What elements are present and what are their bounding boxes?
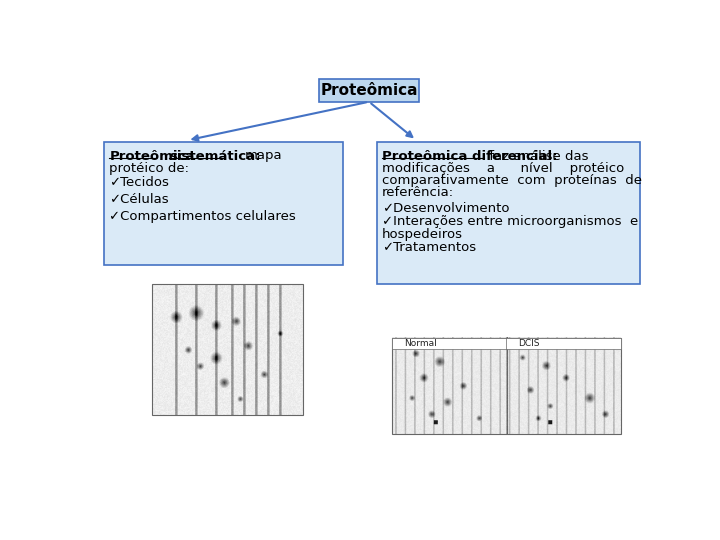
Text: ✓Tecidos: ✓Tecidos [109, 177, 169, 190]
Text: Proteômica: Proteômica [320, 83, 418, 98]
FancyBboxPatch shape [377, 142, 640, 284]
Text: comparativamente  com  proteínas  de: comparativamente com proteínas de [382, 174, 642, 187]
Text: Normal: Normal [404, 339, 436, 348]
Bar [392, 338, 621, 434]
Text: faz análise das: faz análise das [485, 150, 589, 163]
Bar [152, 284, 303, 415]
Text: modificações    a      nível    protéico: modificações a nível protéico [382, 162, 624, 175]
Text: protéico de:: protéico de: [109, 162, 189, 175]
Bar [392, 338, 621, 349]
Text: ✓Interações entre microorganismos  e: ✓Interações entre microorganismos e [382, 215, 639, 228]
Text: hospedeiros: hospedeiros [382, 228, 463, 241]
Text: ✓Desenvolvimento: ✓Desenvolvimento [382, 202, 510, 215]
Text: DCIS: DCIS [518, 339, 539, 348]
Text: ✓Células: ✓Células [109, 193, 169, 206]
Text: ✓Compartimentos celulares: ✓Compartimentos celulares [109, 211, 296, 224]
Text: mapa: mapa [245, 150, 282, 163]
FancyBboxPatch shape [319, 79, 419, 102]
Text: Proteômica: Proteômica [109, 150, 194, 163]
Text: sistemática:: sistemática: [169, 150, 261, 163]
Text: Proteômica diferencial:: Proteômica diferencial: [382, 150, 558, 163]
Text: ✓Tratamentos: ✓Tratamentos [382, 241, 477, 254]
Text: referência:: referência: [382, 186, 454, 199]
FancyBboxPatch shape [104, 142, 343, 265]
